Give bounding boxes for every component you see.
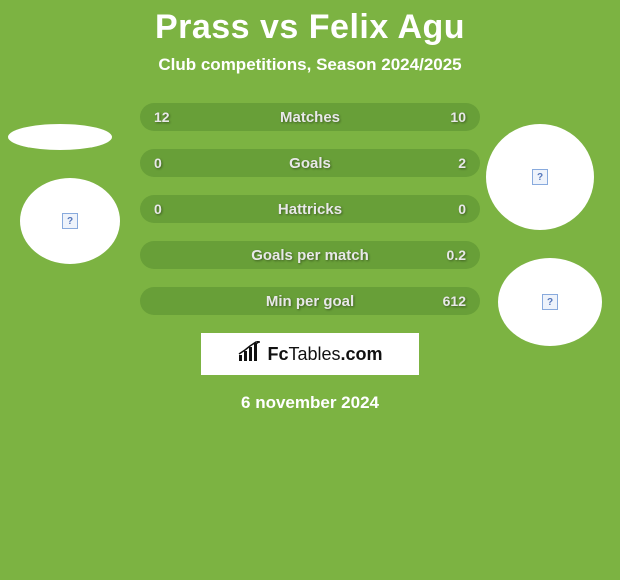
stat-row-matches: 12 Matches 10 xyxy=(140,103,480,131)
stat-row-goals-per-match: Goals per match 0.2 xyxy=(140,241,480,269)
image-placeholder-icon: ? xyxy=(62,213,78,229)
player-badge-right-1: ? xyxy=(486,124,594,230)
logo-text: FcTables.com xyxy=(267,344,382,365)
stat-label: Goals per match xyxy=(140,247,480,264)
logo-suffix: Tables xyxy=(288,344,340,364)
player-badge-left: ? xyxy=(20,178,120,264)
stats-table: 12 Matches 10 0 Goals 2 0 Hattricks 0 Go… xyxy=(140,103,480,315)
image-placeholder-icon: ? xyxy=(542,294,558,310)
stat-left-value: 0 xyxy=(154,201,162,217)
stat-right-value: 2 xyxy=(458,155,466,171)
page-subtitle: Club competitions, Season 2024/2025 xyxy=(0,55,620,75)
page-title: Prass vs Felix Agu xyxy=(0,0,620,47)
stat-right-value: 0 xyxy=(458,201,466,217)
stat-label: Matches xyxy=(140,109,480,126)
player-badge-left-ellipse xyxy=(8,124,112,150)
image-placeholder-icon: ? xyxy=(532,169,548,185)
stat-left-value: 12 xyxy=(154,109,170,125)
stat-label: Hattricks xyxy=(140,201,480,218)
fctables-logo[interactable]: FcTables.com xyxy=(201,333,419,375)
logo-prefix: Fc xyxy=(267,344,288,364)
stat-row-goals: 0 Goals 2 xyxy=(140,149,480,177)
stat-left-value: 0 xyxy=(154,155,162,171)
date-text: 6 november 2024 xyxy=(0,393,620,413)
stat-row-min-per-goal: Min per goal 612 xyxy=(140,287,480,315)
stat-right-value: 0.2 xyxy=(447,247,466,263)
logo-tld: .com xyxy=(341,344,383,364)
stat-label: Min per goal xyxy=(140,293,480,310)
stat-row-hattricks: 0 Hattricks 0 xyxy=(140,195,480,223)
player-badge-right-2: ? xyxy=(498,258,602,346)
stat-right-value: 612 xyxy=(443,293,466,309)
stat-label: Goals xyxy=(140,155,480,172)
stat-right-value: 10 xyxy=(450,109,466,125)
bar-chart-icon xyxy=(237,341,263,368)
